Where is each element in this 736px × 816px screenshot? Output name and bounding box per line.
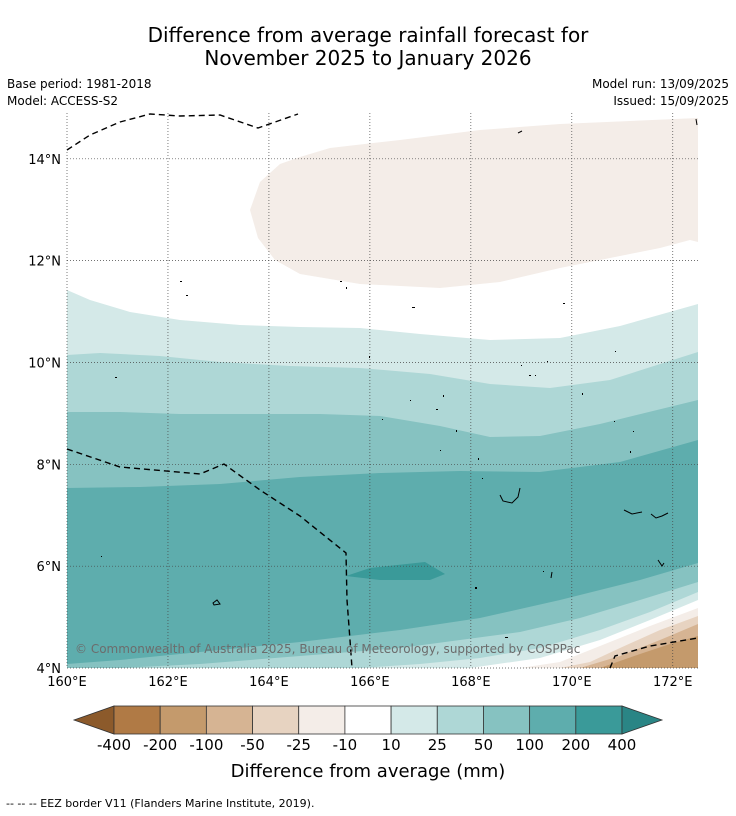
colorbar-tick-label: 400 bbox=[608, 736, 637, 754]
colorbar-tick-label: 25 bbox=[428, 736, 447, 754]
model-run: Model run: 13/09/2025 bbox=[591, 77, 729, 91]
island-outlines bbox=[212, 118, 698, 606]
model-name: Model: ACCESS-S2 bbox=[7, 94, 119, 108]
colorbar-swatch bbox=[436, 705, 484, 735]
eez-legend-note: -- -- -- EEZ border V11 (Flanders Marine… bbox=[6, 797, 315, 810]
dry-anomaly-area bbox=[250, 118, 698, 288]
issued-date: Issued: 15/09/2025 bbox=[613, 94, 729, 108]
lon-tick-label: 162°E bbox=[148, 675, 188, 690]
map-fill-areas bbox=[67, 113, 698, 668]
colorbar-tick-label: -400 bbox=[97, 736, 131, 754]
colorbar-swatch bbox=[529, 705, 577, 735]
title-line-1: Difference from average rainfall forecas… bbox=[147, 23, 589, 47]
longitude-tick-labels: 160°E 162°E 164°E 166°E 168°E 170°E 172°E bbox=[47, 675, 692, 690]
colorbar-swatch bbox=[159, 705, 207, 735]
lon-tick-label: 166°E bbox=[350, 675, 390, 690]
colorbar-tick-label: -50 bbox=[240, 736, 265, 754]
small-islets bbox=[101, 281, 634, 638]
lon-tick-label: 168°E bbox=[451, 675, 491, 690]
colorbar-tick-label: -10 bbox=[333, 736, 358, 754]
base-period: Base period: 1981-2018 bbox=[7, 77, 152, 91]
lon-tick-label: 172°E bbox=[653, 675, 693, 690]
colorbar-tick-label: -200 bbox=[143, 736, 177, 754]
colorbar-swatch bbox=[483, 705, 531, 735]
dry-corner-area bbox=[600, 636, 698, 668]
colorbar-title: Difference from average (mm) bbox=[230, 761, 506, 782]
lat-tick-label: 6°N bbox=[37, 560, 62, 575]
colorbar-swatch bbox=[252, 705, 300, 735]
map-gridlines bbox=[66, 113, 698, 669]
lat-tick-label: 4°N bbox=[37, 662, 62, 677]
colorbar-swatch bbox=[575, 705, 623, 735]
lon-tick-label: 160°E bbox=[47, 675, 87, 690]
latitude-tick-labels: 14°N 12°N 10°N 8°N 6°N 4°N bbox=[28, 153, 61, 677]
colorbar-left-arrow bbox=[72, 705, 115, 735]
colorbar-swatch bbox=[113, 705, 161, 735]
title-line-2: November 2025 to January 2026 bbox=[204, 46, 532, 70]
colorbar-tick-label: -100 bbox=[189, 736, 223, 754]
colorbar-tick-label: 10 bbox=[382, 736, 401, 754]
copyright-notice: © Commonwealth of Australia 2025, Bureau… bbox=[75, 642, 580, 656]
eez-borders bbox=[67, 113, 698, 668]
colorbar-tick-label: -25 bbox=[286, 736, 311, 754]
lat-tick-label: 8°N bbox=[37, 458, 62, 473]
colorbar-tick-label: 200 bbox=[561, 736, 590, 754]
lat-tick-label: 12°N bbox=[28, 255, 61, 270]
colorbar-swatch bbox=[390, 705, 438, 735]
lon-tick-label: 170°E bbox=[552, 675, 592, 690]
colorbar-swatch bbox=[344, 705, 392, 735]
colorbar: -400 -200 -100 -50 -25 -10 10 25 50 100 200 400 bbox=[72, 705, 664, 754]
colorbar-tick-label: 50 bbox=[474, 736, 493, 754]
lon-tick-label: 164°E bbox=[249, 675, 289, 690]
colorbar-right-arrow bbox=[621, 705, 664, 735]
colorbar-swatch bbox=[298, 705, 346, 735]
colorbar-tick-label: 100 bbox=[515, 736, 544, 754]
rainfall-map: © Commonwealth of Australia 2025, Bureau… bbox=[28, 113, 698, 690]
wet-band-200-400 bbox=[346, 562, 445, 580]
lat-tick-label: 14°N bbox=[28, 153, 61, 168]
lat-tick-label: 10°N bbox=[28, 356, 61, 371]
colorbar-swatch bbox=[205, 705, 253, 735]
